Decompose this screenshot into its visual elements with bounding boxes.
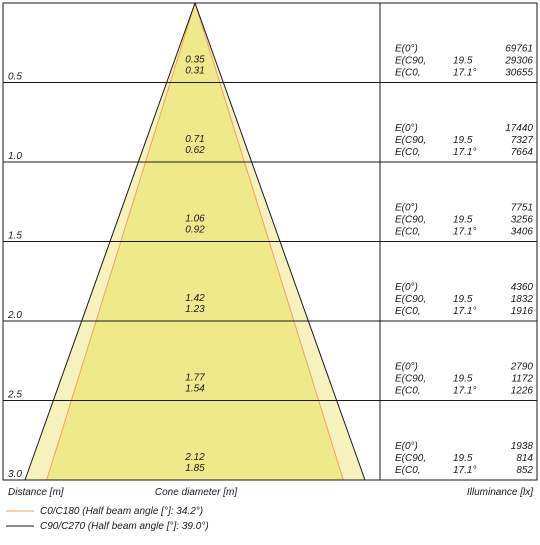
lux-axis-value: 69761: [505, 44, 533, 55]
illuminance-c90-label: E(C90,: [395, 374, 426, 385]
illuminance-c0-label: E(C0,: [395, 227, 421, 238]
lux-c90-value: 29306: [504, 56, 533, 67]
illuminance-c0-label: E(C0,: [395, 386, 421, 397]
angle-c90: 19.5: [453, 374, 473, 385]
lux-c0-value: 7664: [511, 147, 534, 158]
angle-c90: 19.5: [453, 215, 473, 226]
distance-label: 2.5: [7, 390, 22, 401]
cone-diameter-c90: 2.12: [184, 452, 205, 463]
legend-label: C90/C270 (Half beam angle [°]: 39.0°): [40, 521, 209, 532]
lux-c0-value: 852: [516, 465, 533, 476]
angle-c0: 17.1°: [453, 147, 476, 158]
angle-c90: 19.5: [453, 294, 473, 305]
lux-c90-value: 7327: [511, 135, 534, 146]
lux-c90-value: 3256: [511, 215, 534, 226]
distance-label: 2.0: [7, 310, 22, 321]
distance-axis-title: Distance [m]: [8, 487, 64, 498]
illuminance-c90-label: E(C90,: [395, 294, 426, 305]
cone-diameter-c90: 0.71: [185, 134, 204, 145]
lux-c0-value: 3406: [511, 227, 534, 238]
angle-c0: 17.1°: [453, 227, 476, 238]
illuminance-axis-label: E(0°): [395, 282, 418, 293]
cone-diameter-c90: 0.35: [185, 55, 205, 66]
angle-c0: 17.1°: [453, 68, 476, 79]
angle-c90: 19.5: [453, 56, 473, 67]
lux-axis-value: 1938: [511, 441, 534, 452]
illuminance-axis-label: E(0°): [395, 123, 418, 134]
angle-c90: 19.5: [453, 453, 473, 464]
lux-c0-value: 30655: [505, 68, 533, 79]
cone-diameter-c0: 0.62: [185, 145, 205, 156]
illuminance-c0-label: E(C0,: [395, 306, 421, 317]
legend-label: C0/C180 (Half beam angle [°]: 34.2°): [40, 506, 203, 517]
illuminance-c90-label: E(C90,: [395, 56, 426, 67]
cone-diameter-c90: 1.06: [185, 214, 205, 225]
lux-axis-value: 17440: [505, 123, 533, 134]
distance-label: 0.5: [8, 72, 22, 83]
angle-c0: 17.1°: [453, 386, 476, 397]
illuminance-c90-label: E(C90,: [395, 135, 426, 146]
illuminance-c90-label: E(C90,: [395, 453, 426, 464]
illuminance-c90-label: E(C90,: [395, 215, 426, 226]
distance-label: 3.0: [8, 469, 22, 480]
illuminance-axis-label: E(0°): [395, 362, 418, 373]
distance-label: 1.0: [8, 151, 22, 162]
lux-axis-value: 7751: [511, 203, 533, 214]
cone-diameter-c0: 1.23: [185, 304, 205, 315]
cone-diameter-c0: 1.54: [185, 384, 205, 395]
cone-diameter-c0: 1.85: [185, 463, 205, 474]
cone-diameter-c90: 1.42: [185, 293, 205, 304]
lux-c0-value: 1226: [511, 386, 534, 397]
lux-c90-value: 1172: [511, 374, 533, 385]
illuminance-axis-label: E(0°): [395, 441, 418, 452]
cone-diameter-c0: 0.92: [185, 225, 205, 236]
illuminance-c0-label: E(C0,: [395, 68, 421, 79]
angle-c0: 17.1°: [453, 306, 476, 317]
cone-diameter-c90: 1.77: [185, 373, 205, 384]
illuminance-c0-label: E(C0,: [395, 465, 421, 476]
lux-c90-value: 814: [516, 453, 533, 464]
cone-diameter-title: Cone diameter [m]: [155, 487, 237, 498]
lux-axis-value: 4360: [511, 282, 534, 293]
illuminance-title: Illuminance [lx]: [467, 487, 533, 498]
illuminance-axis-label: E(0°): [395, 44, 418, 55]
lux-c90-value: 1832: [511, 294, 534, 305]
lux-c0-value: 1916: [511, 306, 534, 317]
distance-label: 1.5: [8, 231, 22, 242]
cone-diameter-c0: 0.31: [185, 66, 204, 77]
illuminance-c0-label: E(C0,: [395, 147, 421, 158]
lux-axis-value: 2790: [510, 362, 534, 373]
angle-c90: 19.5: [453, 135, 473, 146]
illuminance-axis-label: E(0°): [395, 203, 418, 214]
angle-c0: 17.1°: [453, 465, 476, 476]
